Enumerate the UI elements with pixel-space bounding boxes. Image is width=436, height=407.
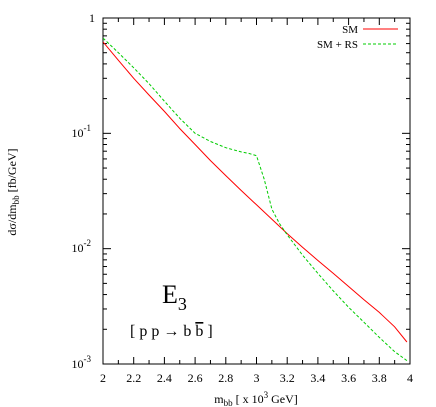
- annotation-process: [ p p → b b ]: [130, 323, 213, 340]
- x-tick-label: 2.2: [126, 371, 141, 385]
- legend-label-sm: SM: [342, 24, 358, 36]
- plot-frame: [102, 17, 411, 365]
- y-tick-label-1: 1: [89, 11, 95, 25]
- x-tick-labels: 2 2.2 2.4 2.6 2.8 3 3.2 3.4 3.6 3.8 4: [100, 371, 413, 385]
- annotation-e3: E3: [162, 280, 187, 314]
- y-tick-label-0.01: 10-2: [72, 238, 92, 255]
- x-axis-label: mbb [ x 103 GeV]: [214, 390, 298, 407]
- x-tick-label: 2.8: [218, 371, 233, 385]
- x-tick-label: 2: [100, 371, 106, 385]
- series-line-sm: [103, 41, 408, 343]
- y-tick-labels: 1 10-1 10-2 10-3: [72, 11, 96, 371]
- x-tick-label: 2.4: [157, 371, 172, 385]
- legend: SM SM + RS: [317, 24, 398, 51]
- y-axis-label: dσ/dmbb [fb/GeV]: [5, 148, 21, 235]
- y-tick-label-0.001: 10-3: [72, 354, 92, 371]
- x-tick-label: 4: [407, 371, 413, 385]
- x-tick-label: 3: [254, 371, 260, 385]
- y-tick-label-0.1: 10-1: [72, 123, 92, 140]
- x-tick-label: 3.4: [310, 371, 325, 385]
- x-tick-label: 3.6: [341, 371, 356, 385]
- axis-ticks: [102, 17, 411, 365]
- legend-label-sm-rs: SM + RS: [317, 39, 358, 51]
- annotation-bbar: b: [195, 323, 203, 340]
- x-tick-label: 2.6: [188, 371, 203, 385]
- x-tick-label: 3.8: [372, 371, 387, 385]
- x-tick-label: 3.2: [280, 371, 295, 385]
- series-line-sm-rs: [103, 37, 408, 362]
